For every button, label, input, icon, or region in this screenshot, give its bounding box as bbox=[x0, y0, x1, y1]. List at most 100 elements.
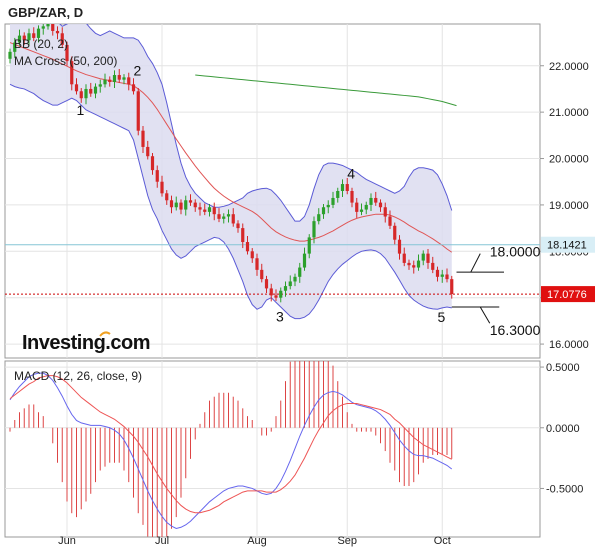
candle-body bbox=[321, 207, 326, 215]
candle-body bbox=[283, 286, 288, 291]
y-tick-label-macd: 0.5000 bbox=[546, 362, 580, 374]
candle-body bbox=[402, 253, 406, 263]
candle-body bbox=[8, 51, 12, 59]
reference-price-tag bbox=[541, 236, 595, 253]
x-tick-label: Jun bbox=[58, 535, 76, 547]
annotation-price-label: 16.3000 bbox=[490, 322, 541, 338]
candle-body bbox=[108, 79, 112, 82]
candle-body bbox=[383, 207, 387, 217]
candle-body bbox=[188, 200, 193, 203]
candle-body bbox=[288, 281, 292, 287]
candle-body bbox=[27, 33, 31, 41]
y-tick-label-price: 20.0000 bbox=[549, 154, 589, 166]
investing-logo-swoosh bbox=[99, 331, 111, 337]
candle-body bbox=[46, 24, 50, 27]
x-tick-label: Jul bbox=[155, 535, 169, 547]
axis-layer: JunJulAugSepOct16.000017.000018.000019.0… bbox=[58, 61, 595, 547]
candle-body bbox=[93, 86, 98, 94]
annotation-pointer-line bbox=[479, 306, 491, 324]
candle-body bbox=[217, 214, 221, 219]
macd-title: MACD (12, 26, close, 9) bbox=[14, 369, 142, 383]
investing-logo-text: Investing.com bbox=[22, 332, 150, 354]
candle-body bbox=[174, 202, 178, 208]
candle-body bbox=[198, 207, 202, 210]
candle-body bbox=[378, 202, 383, 208]
candle-body bbox=[364, 204, 368, 210]
candle-body bbox=[421, 253, 425, 261]
x-tick-label: Oct bbox=[434, 535, 451, 547]
ma200-line bbox=[195, 74, 457, 107]
chart-title: GBP/ZAR, D bbox=[8, 5, 83, 20]
candle-body bbox=[416, 260, 421, 268]
candle-body bbox=[79, 91, 83, 99]
y-tick-label-price: 16.0000 bbox=[549, 339, 589, 351]
candle-body bbox=[160, 181, 164, 194]
candle-body bbox=[122, 77, 126, 80]
legend-bb: BB (20, 2) bbox=[14, 37, 68, 51]
candle-body bbox=[374, 197, 378, 203]
candle-body bbox=[264, 279, 269, 289]
bollinger-lower-line bbox=[9, 83, 452, 320]
candle-body bbox=[302, 253, 307, 268]
candle-body bbox=[412, 265, 416, 268]
candle-body bbox=[22, 35, 26, 41]
candle-body bbox=[355, 202, 359, 212]
candle-body bbox=[435, 269, 440, 277]
candle-body bbox=[336, 191, 340, 198]
x-tick-label: Sep bbox=[337, 535, 357, 547]
candle-body bbox=[150, 156, 155, 171]
candle-body bbox=[293, 276, 297, 282]
candle-body bbox=[359, 209, 364, 212]
candle-body bbox=[117, 75, 121, 80]
candle-body bbox=[207, 207, 212, 212]
candle-body bbox=[397, 239, 402, 254]
candle-body bbox=[51, 24, 55, 31]
candle-body bbox=[241, 228, 245, 243]
x-tick-label: Aug bbox=[247, 535, 267, 547]
annotation-pointer-line bbox=[470, 253, 481, 273]
candle-body bbox=[326, 204, 330, 208]
annotation-wave-label: 3 bbox=[276, 308, 284, 324]
y-tick-label-price: 19.0000 bbox=[549, 200, 589, 212]
candle-body bbox=[231, 214, 235, 224]
candle-body bbox=[193, 202, 197, 208]
candle-body bbox=[131, 84, 136, 92]
y-tick-label-price: 22.0000 bbox=[549, 61, 589, 73]
candle-body bbox=[84, 88, 88, 99]
candle-body bbox=[431, 262, 435, 270]
candle-body bbox=[440, 274, 444, 277]
candle-body bbox=[260, 269, 264, 280]
candle-body bbox=[350, 191, 354, 203]
candle-body bbox=[340, 184, 345, 191]
macd-panel-frame bbox=[4, 360, 541, 538]
price-plot-layer bbox=[5, 24, 540, 320]
candle-body bbox=[312, 221, 316, 238]
annotation-wave-label: 5 bbox=[438, 309, 446, 325]
candle-body bbox=[222, 216, 226, 219]
candle-body bbox=[236, 223, 240, 229]
candle-body bbox=[17, 35, 22, 43]
candle-body bbox=[60, 33, 64, 45]
last-price-tag-label: 17.0776 bbox=[547, 289, 587, 301]
background-layer bbox=[4, 23, 541, 538]
candle-body bbox=[450, 279, 454, 294]
candle-body bbox=[393, 225, 397, 240]
candle-body bbox=[445, 274, 449, 280]
candle-body bbox=[317, 214, 321, 222]
candle-body bbox=[345, 184, 349, 191]
candle-body bbox=[165, 193, 169, 201]
candle-body bbox=[250, 251, 254, 259]
annotation-wave-label: 4 bbox=[347, 165, 355, 181]
candle-body bbox=[269, 288, 273, 296]
candle-body bbox=[203, 209, 207, 212]
candle-body bbox=[146, 146, 150, 157]
candle-body bbox=[41, 26, 45, 29]
candle-body bbox=[70, 61, 74, 85]
candle-body bbox=[55, 30, 60, 34]
candle-body bbox=[89, 88, 93, 94]
candle-body bbox=[32, 33, 36, 38]
candle-body bbox=[179, 202, 183, 210]
y-tick-label-macd: 0.0000 bbox=[546, 423, 580, 435]
